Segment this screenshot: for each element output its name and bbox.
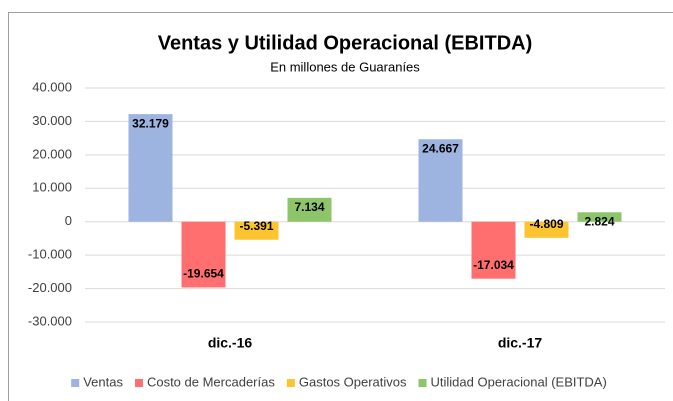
chart-border xyxy=(8,12,673,401)
y-tick-label: 40.000 xyxy=(32,79,72,94)
chart-title: Ventas y Utilidad Operacional (EBITDA) xyxy=(158,32,533,54)
bar xyxy=(287,197,332,222)
x-tick-label: dic.-16 xyxy=(208,335,253,351)
bar xyxy=(471,221,516,279)
legend-label: Ventas xyxy=(83,374,123,389)
y-tick-label: 20.000 xyxy=(32,146,72,161)
data-label: -17.034 xyxy=(473,258,514,272)
bar xyxy=(234,221,279,240)
legend-label: Utilidad Operacional (EBITDA) xyxy=(431,374,607,389)
bar xyxy=(181,221,226,288)
legend-swatch xyxy=(418,379,427,387)
legend-swatch xyxy=(71,379,80,387)
legend-label: Gastos Operativos xyxy=(299,374,407,389)
data-label: 2.824 xyxy=(584,214,614,228)
data-label: -5.391 xyxy=(239,219,273,233)
data-label: 7.134 xyxy=(294,200,324,214)
x-tick-label: dic.-17 xyxy=(498,335,543,351)
y-tick-label: -10.000 xyxy=(28,247,72,262)
y-tick-label: 0 xyxy=(65,213,72,228)
bar xyxy=(524,221,569,238)
y-tick-label: 10.000 xyxy=(32,180,72,195)
data-label: -4.809 xyxy=(529,217,563,231)
bar xyxy=(128,114,173,222)
data-label: 24.667 xyxy=(422,141,459,155)
bar xyxy=(577,212,622,222)
y-tick-label: 30.000 xyxy=(32,113,72,128)
legend-swatch xyxy=(134,379,143,387)
y-tick-label: -20.000 xyxy=(28,280,72,295)
y-tick-label: -30.000 xyxy=(28,313,72,328)
legend-swatch xyxy=(286,379,295,387)
bar xyxy=(418,139,463,222)
legend-label: Costo de Mercaderías xyxy=(147,374,275,389)
data-label: 32.179 xyxy=(132,116,169,130)
chart-subtitle: En millones de Guaraníes xyxy=(270,59,420,74)
data-label: -19.654 xyxy=(183,267,224,281)
